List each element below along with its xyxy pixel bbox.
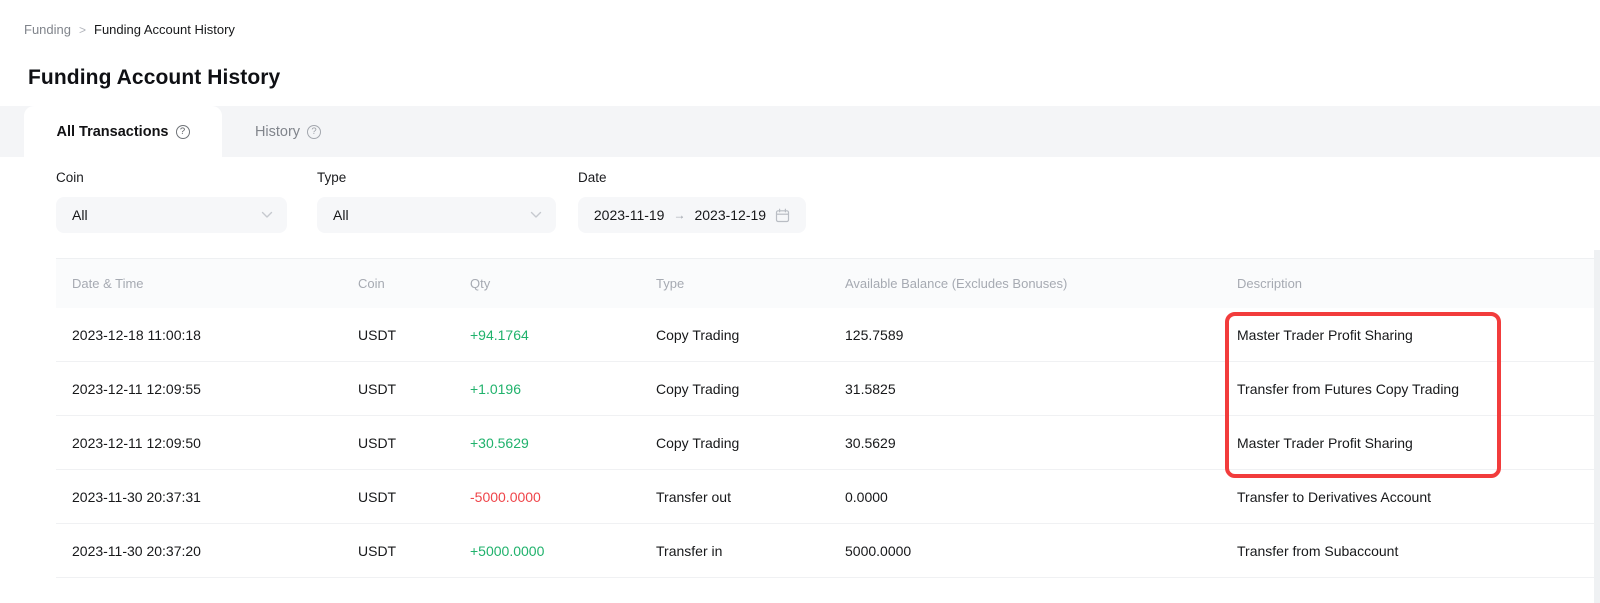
cell-qty: +1.0196 <box>470 380 521 397</box>
cell-type: Copy Trading <box>656 380 740 397</box>
col-header-balance: Available Balance (Excludes Bonuses) <box>845 276 1068 291</box>
breadcrumb-separator-icon: > <box>78 22 86 37</box>
page-title: Funding Account History <box>28 66 281 89</box>
date-filter-label: Date <box>578 170 607 185</box>
table-header-row: Date & Time Coin Qty Type Available Bala… <box>56 258 1600 308</box>
cell-coin: USDT <box>358 326 397 343</box>
breadcrumb-current: Funding Account History <box>94 22 235 37</box>
coin-filter-label: Coin <box>56 170 84 185</box>
col-header-type: Type <box>656 276 685 291</box>
scrollbar[interactable] <box>1594 250 1600 603</box>
chevron-down-icon <box>261 211 273 218</box>
coin-select[interactable]: All <box>56 197 287 233</box>
cell-type: Transfer out <box>656 488 731 505</box>
col-header-coin: Coin <box>358 276 385 291</box>
cell-description: Master Trader Profit Sharing <box>1237 326 1413 343</box>
cell-type: Copy Trading <box>656 434 740 451</box>
cell-balance: 0.0000 <box>845 488 888 505</box>
cell-datetime: 2023-12-11 12:09:55 <box>72 380 201 397</box>
col-header-datetime: Date & Time <box>72 276 144 291</box>
cell-qty: +30.5629 <box>470 434 529 451</box>
cell-datetime: 2023-12-11 12:09:50 <box>72 434 201 451</box>
cell-qty: -5000.0000 <box>470 488 541 505</box>
cell-datetime: 2023-12-18 11:00:18 <box>72 326 201 343</box>
chevron-down-icon <box>530 211 542 218</box>
col-header-qty: Qty <box>470 276 491 291</box>
cell-balance: 5000.0000 <box>845 542 912 559</box>
cell-type: Copy Trading <box>656 326 740 343</box>
cell-qty: +5000.0000 <box>470 542 545 559</box>
cell-description: Transfer to Derivatives Account <box>1237 488 1432 505</box>
tab-all-transactions-label: All Transactions <box>56 123 169 140</box>
type-select-value: All <box>333 207 349 223</box>
cell-coin: USDT <box>358 380 397 397</box>
date-start-value[interactable]: 2023-11-19 <box>593 207 665 223</box>
table-row: 2023-12-11 12:09:50 USDT +30.5629 Copy T… <box>56 416 1600 470</box>
range-arrow-icon: → <box>673 208 686 222</box>
coin-select-value: All <box>72 207 88 223</box>
cell-balance: 31.5825 <box>845 380 896 397</box>
table-row: 2023-12-18 11:00:18 USDT +94.1764 Copy T… <box>56 308 1600 362</box>
tab-history-label: History <box>254 123 301 140</box>
type-filter: Type All <box>317 170 556 233</box>
help-icon[interactable]: ? <box>175 124 190 139</box>
cell-datetime: 2023-11-30 20:37:20 <box>72 542 201 559</box>
breadcrumb: Funding > Funding Account History <box>24 22 235 37</box>
date-range-picker[interactable]: 2023-11-19 → 2023-12-19 <box>578 197 806 233</box>
calendar-icon[interactable] <box>775 208 790 223</box>
coin-filter: Coin All <box>56 170 287 233</box>
tab-all-transactions[interactable]: All Transactions ? <box>24 106 222 157</box>
cell-description: Transfer from Futures Copy Trading <box>1237 380 1460 397</box>
tab-history[interactable]: History ? <box>228 106 348 157</box>
cell-coin: USDT <box>358 434 397 451</box>
breadcrumb-parent[interactable]: Funding <box>24 22 71 37</box>
transactions-table: Date & Time Coin Qty Type Available Bala… <box>56 258 1600 578</box>
date-filter: Date 2023-11-19 → 2023-12-19 <box>578 170 806 233</box>
cell-balance: 30.5629 <box>845 434 896 451</box>
cell-coin: USDT <box>358 488 397 505</box>
cell-qty: +94.1764 <box>470 326 529 343</box>
table-row: 2023-12-11 12:09:55 USDT +1.0196 Copy Tr… <box>56 362 1600 416</box>
cell-coin: USDT <box>358 542 397 559</box>
cell-description: Transfer from Subaccount <box>1237 542 1399 559</box>
type-select[interactable]: All <box>317 197 556 233</box>
table-row: 2023-11-30 20:37:31 USDT -5000.0000 Tran… <box>56 470 1600 524</box>
help-icon[interactable]: ? <box>307 124 322 139</box>
cell-datetime: 2023-11-30 20:37:31 <box>72 488 201 505</box>
tab-bar: All Transactions ? History ? <box>0 106 1600 157</box>
cell-balance: 125.7589 <box>845 326 904 343</box>
col-header-description: Description <box>1237 276 1303 291</box>
cell-description: Master Trader Profit Sharing <box>1237 434 1413 451</box>
table-row: 2023-11-30 20:37:20 USDT +5000.0000 Tran… <box>56 524 1600 578</box>
cell-type: Transfer in <box>656 542 723 559</box>
type-filter-label: Type <box>317 170 347 185</box>
date-end-value[interactable]: 2023-12-19 <box>694 207 767 223</box>
